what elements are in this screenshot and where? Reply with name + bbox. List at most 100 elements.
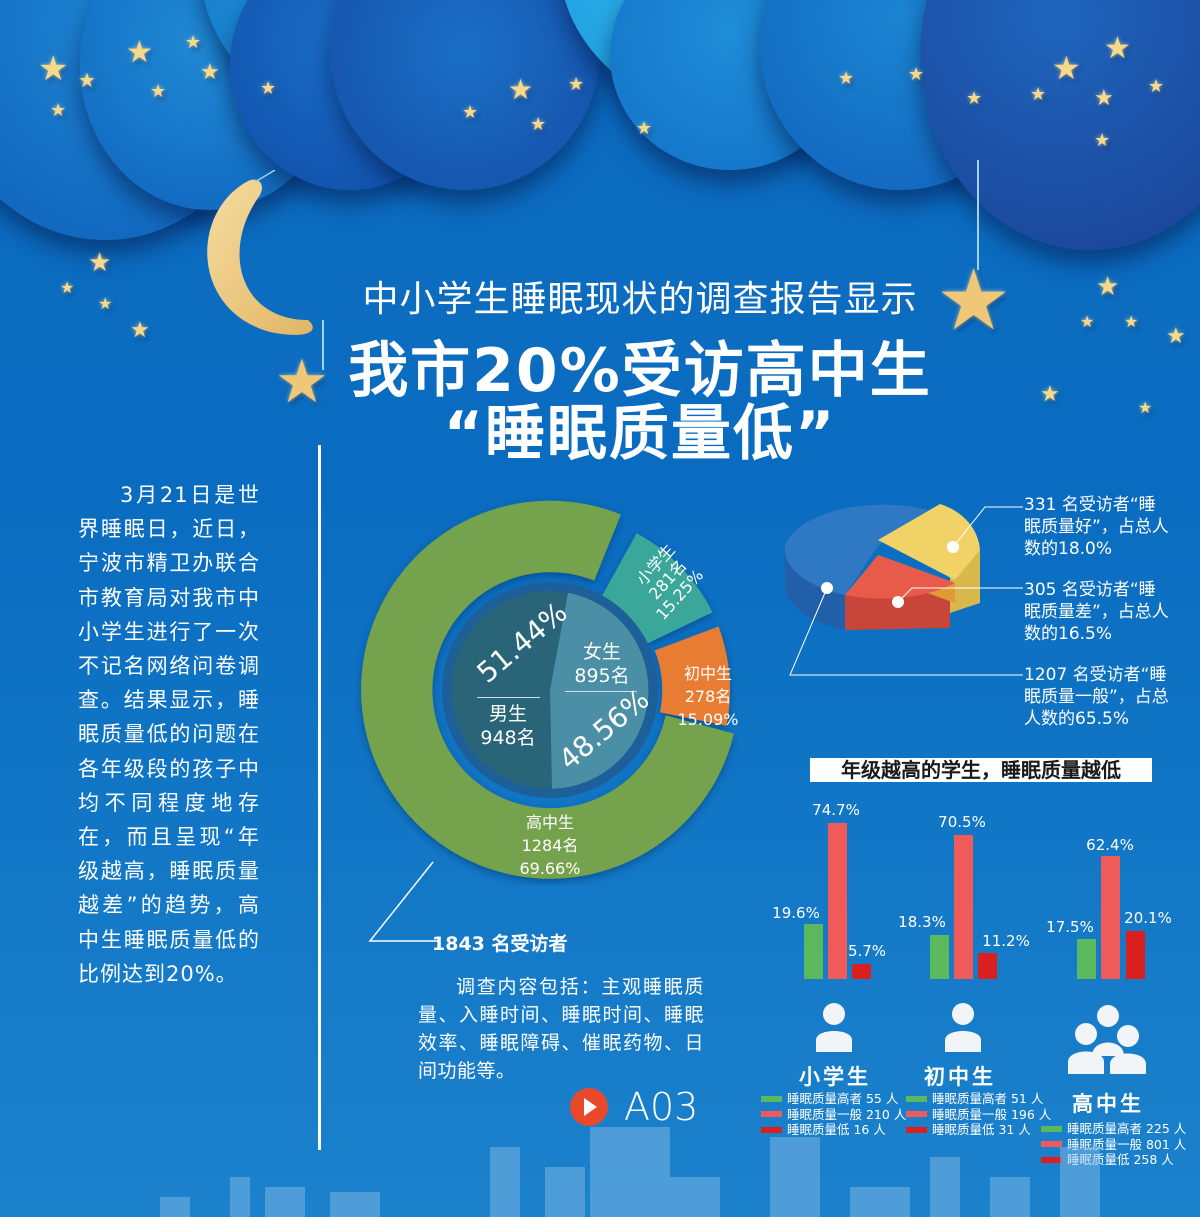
female-divider bbox=[565, 691, 637, 692]
star-icon: ★ bbox=[1104, 31, 1131, 66]
cloud-background bbox=[0, 0, 1200, 330]
star-icon: ★ bbox=[1166, 324, 1186, 349]
quality-pie-chart bbox=[780, 500, 990, 670]
val-primary-mid: 74.7% bbox=[812, 801, 860, 819]
star-icon: ★ bbox=[78, 68, 96, 92]
star-icon: ★ bbox=[260, 78, 277, 99]
pie-label-good-line1: 331 名受访者“睡 bbox=[1024, 495, 1156, 515]
bar-high-high bbox=[1077, 939, 1096, 979]
legend-text: 睡眠质量低 31 人 bbox=[932, 1122, 1031, 1137]
legend-swatch-mid bbox=[906, 1111, 927, 1118]
legend-swatch-mid bbox=[761, 1111, 782, 1118]
star-icon: ★ bbox=[568, 74, 585, 95]
pie-label-good-line3: 数的18.0% bbox=[1024, 539, 1113, 559]
legend-swatch-low bbox=[1041, 1156, 1062, 1163]
pie-label-average-line3: 人数的65.5% bbox=[1024, 709, 1130, 729]
pie-label-good-line2: 眠质量好”，占总人 bbox=[1024, 517, 1169, 537]
star-icon: ★ bbox=[130, 318, 150, 343]
star-icon: ★ bbox=[838, 68, 855, 89]
star-icon: ★ bbox=[50, 100, 67, 121]
total-respondents: 1843 名受访者 bbox=[432, 933, 568, 955]
star-icon: ★ bbox=[200, 60, 220, 85]
star-icon: ★ bbox=[1148, 76, 1165, 97]
page-title-line2: “睡眠质量低” bbox=[443, 399, 837, 469]
moon-icon bbox=[190, 169, 320, 340]
middle-pct: 15.09% bbox=[677, 710, 739, 729]
legend-text: 睡眠质量一般 210 人 bbox=[787, 1106, 907, 1122]
star-icon: ★ bbox=[1094, 86, 1114, 111]
inner-female-name: 女生 bbox=[582, 641, 621, 663]
page-code: A03 bbox=[624, 1085, 699, 1129]
legend-swatch-high bbox=[1041, 1125, 1062, 1132]
star-icon: ★ bbox=[1030, 84, 1047, 105]
star-icon: ★ bbox=[60, 278, 75, 297]
star-icon: ★ bbox=[1096, 272, 1120, 302]
pie-label-average-line1: 1207 名受访者“睡 bbox=[1024, 665, 1167, 685]
page-subtitle: 中小学生睡眠现状的调查报告显示 bbox=[362, 279, 918, 320]
intro-paragraph: 3月21日是世界睡眠日，近日，宁波市精卫办联合市教育局对我市中小学生进行了一次不… bbox=[78, 483, 260, 986]
val-primary-low: 5.7% bbox=[847, 942, 887, 960]
pie-label-poor: 305 名受访者“睡 眠质量差”，占总人 数的16.5% bbox=[1024, 579, 1184, 645]
legend-high: 睡眠质量高者 225 人 睡眠质量一般 801 人 睡眠质量低 258 人 bbox=[1041, 1121, 1186, 1168]
bar-primary-high bbox=[804, 924, 823, 979]
legend-middle: 睡眠质量高者 51 人 睡眠质量一般 196 人 睡眠质量低 31 人 bbox=[906, 1091, 1051, 1138]
star-icon: ★ bbox=[38, 49, 69, 89]
inner-male-count: 948名 bbox=[480, 727, 536, 749]
star-icon: ★ bbox=[126, 35, 153, 70]
star-icon: ★ bbox=[1052, 49, 1081, 87]
star-icon: ★ bbox=[88, 248, 112, 278]
page-reference[interactable]: A03 bbox=[570, 1085, 698, 1129]
inner-male-name: 男生 bbox=[488, 703, 527, 725]
star-icon: ★ bbox=[1080, 312, 1095, 331]
legend-swatch-mid bbox=[1041, 1141, 1062, 1148]
legend-swatch-high bbox=[761, 1095, 782, 1102]
bar-high-mid bbox=[1101, 856, 1120, 979]
legend-text: 睡眠质量高者 55 人 bbox=[787, 1091, 899, 1106]
donut-segment-middle bbox=[654, 626, 731, 726]
city-skyline-decoration bbox=[0, 1107, 1200, 1217]
page-title-line1: 我市20%受访高中生 bbox=[348, 336, 932, 406]
star-icon: ★ bbox=[908, 64, 925, 85]
middle-count: 278名 bbox=[684, 687, 732, 706]
donut-segment-male bbox=[451, 591, 568, 790]
person-icon bbox=[816, 1003, 852, 1052]
donut-segment-female bbox=[550, 592, 649, 789]
hanging-star-icon: ★ bbox=[275, 347, 329, 417]
pie-label-poor-line2: 眠质量差”，占总人 bbox=[1024, 602, 1169, 622]
star-icon: ★ bbox=[98, 294, 113, 313]
legend-text: 睡眠质量一般 801 人 bbox=[1067, 1136, 1187, 1152]
bar-middle-low bbox=[978, 953, 997, 979]
hanging-string bbox=[322, 320, 324, 370]
inner-female-count: 895名 bbox=[574, 665, 630, 687]
star-icon: ★ bbox=[1124, 312, 1139, 331]
bar-primary-mid bbox=[828, 823, 847, 979]
male-divider bbox=[477, 697, 540, 698]
legend-primary: 睡眠质量高者 55 人 睡眠质量一般 210 人 睡眠质量低 16 人 bbox=[761, 1091, 906, 1138]
val-high-low: 20.1% bbox=[1124, 909, 1172, 927]
pie-label-average: 1207 名受访者“睡 眠质量一般”，占总 人数的65.5% bbox=[1024, 664, 1184, 730]
val-middle-low: 11.2% bbox=[982, 932, 1030, 950]
survey-content-paragraph: 调查内容包括：主观睡眠质量、入睡时间、睡眠时间、睡眠效率、睡眠障碍、催眠药物、日… bbox=[418, 976, 704, 1082]
group-people-icon bbox=[1068, 1005, 1146, 1074]
donut-segment-high-school bbox=[361, 500, 734, 879]
high-school-count: 1284名 bbox=[521, 836, 579, 855]
star-icon: ★ bbox=[1138, 398, 1153, 417]
val-primary-high: 19.6% bbox=[772, 904, 820, 922]
star-icon: ★ bbox=[636, 118, 653, 139]
group-label-middle: 初中生 bbox=[924, 1065, 996, 1089]
star-icon: ★ bbox=[1094, 130, 1111, 151]
val-middle-mid: 70.5% bbox=[938, 813, 986, 831]
person-icon bbox=[945, 1003, 981, 1052]
pie-label-poor-line1: 305 名受访者“睡 bbox=[1024, 580, 1156, 600]
legend-swatch-low bbox=[761, 1126, 782, 1133]
group-label-primary: 小学生 bbox=[799, 1065, 871, 1089]
high-school-name: 高中生 bbox=[525, 813, 574, 832]
bar-chart-title: 年级越高的学生，睡眠质量越低 bbox=[810, 758, 1152, 782]
bar-high-low bbox=[1126, 931, 1145, 979]
star-icon: ★ bbox=[530, 114, 547, 135]
vertical-divider bbox=[318, 445, 321, 1150]
star-icon: ★ bbox=[462, 102, 479, 123]
legend-text: 睡眠质量一般 196 人 bbox=[932, 1106, 1052, 1122]
total-leader-line bbox=[368, 861, 438, 942]
high-school-pct: 69.66% bbox=[519, 859, 581, 878]
